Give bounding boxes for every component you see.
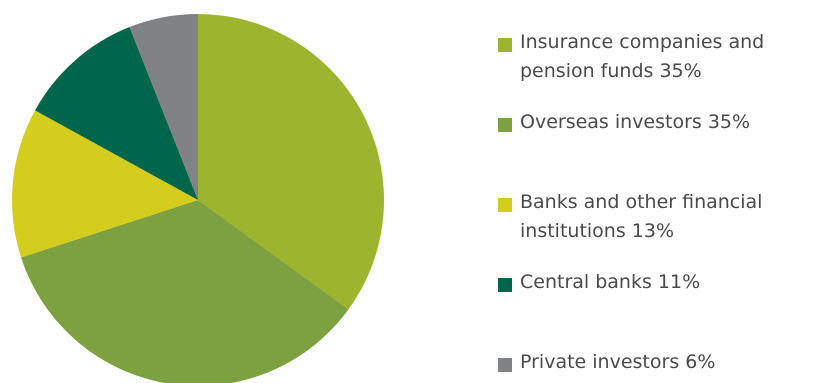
legend-label-banks: Banks and other financial institutions 1… — [520, 191, 763, 242]
legend-swatch-central-banks — [498, 278, 512, 292]
legend-item-banks: Banks and other financial institutions 1… — [498, 191, 808, 246]
legend-swatch-private — [498, 358, 512, 372]
legend-label-overseas: Overseas investors 35% — [520, 111, 751, 133]
pie-slice-insurance — [198, 14, 385, 310]
pie-slice-central-banks — [35, 27, 199, 201]
legend-label-central-banks: Central banks 11% — [520, 271, 701, 293]
legend-swatch-insurance — [498, 38, 512, 52]
legend-item-central-banks: Central banks 11% — [498, 271, 808, 297]
legend-item-overseas: Overseas investors 35% — [498, 111, 808, 137]
legend-swatch-overseas — [498, 118, 512, 132]
pie-slice-overseas — [21, 200, 349, 383]
pie-slice-banks — [11, 110, 198, 258]
legend-label-insurance: Insurance companies and pension funds 35… — [520, 31, 765, 82]
legend-item-private: Private investors 6% — [498, 351, 808, 377]
legend-label-private: Private investors 6% — [520, 351, 716, 373]
pie-slice-private — [129, 14, 198, 200]
pie-chart — [11, 14, 385, 383]
legend-swatch-banks — [498, 198, 512, 212]
legend-item-insurance: Insurance companies and pension funds 35… — [498, 31, 808, 86]
